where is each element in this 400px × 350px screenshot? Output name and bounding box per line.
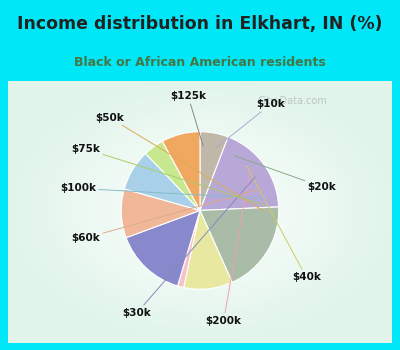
Text: $125k: $125k (170, 91, 206, 146)
Wedge shape (126, 210, 200, 286)
Wedge shape (200, 137, 279, 210)
Text: $100k: $100k (60, 183, 264, 198)
Text: Income distribution in Elkhart, IN (%): Income distribution in Elkhart, IN (%) (17, 15, 383, 33)
Wedge shape (200, 207, 279, 282)
Text: $50k: $50k (95, 112, 264, 211)
Wedge shape (121, 189, 200, 238)
Text: $10k: $10k (216, 99, 285, 148)
Text: City-Data.com: City-Data.com (257, 97, 327, 106)
Text: Black or African American residents: Black or African American residents (74, 56, 326, 69)
Text: $60k: $60k (72, 189, 261, 243)
Text: $20k: $20k (234, 156, 336, 192)
Wedge shape (124, 154, 200, 210)
Wedge shape (184, 210, 232, 289)
Text: $40k: $40k (246, 166, 321, 282)
Text: $30k: $30k (123, 177, 255, 318)
Wedge shape (200, 132, 228, 210)
Wedge shape (178, 210, 200, 287)
Text: $200k: $200k (206, 170, 250, 326)
Wedge shape (162, 132, 200, 210)
Wedge shape (146, 141, 200, 210)
Text: $75k: $75k (71, 144, 264, 205)
